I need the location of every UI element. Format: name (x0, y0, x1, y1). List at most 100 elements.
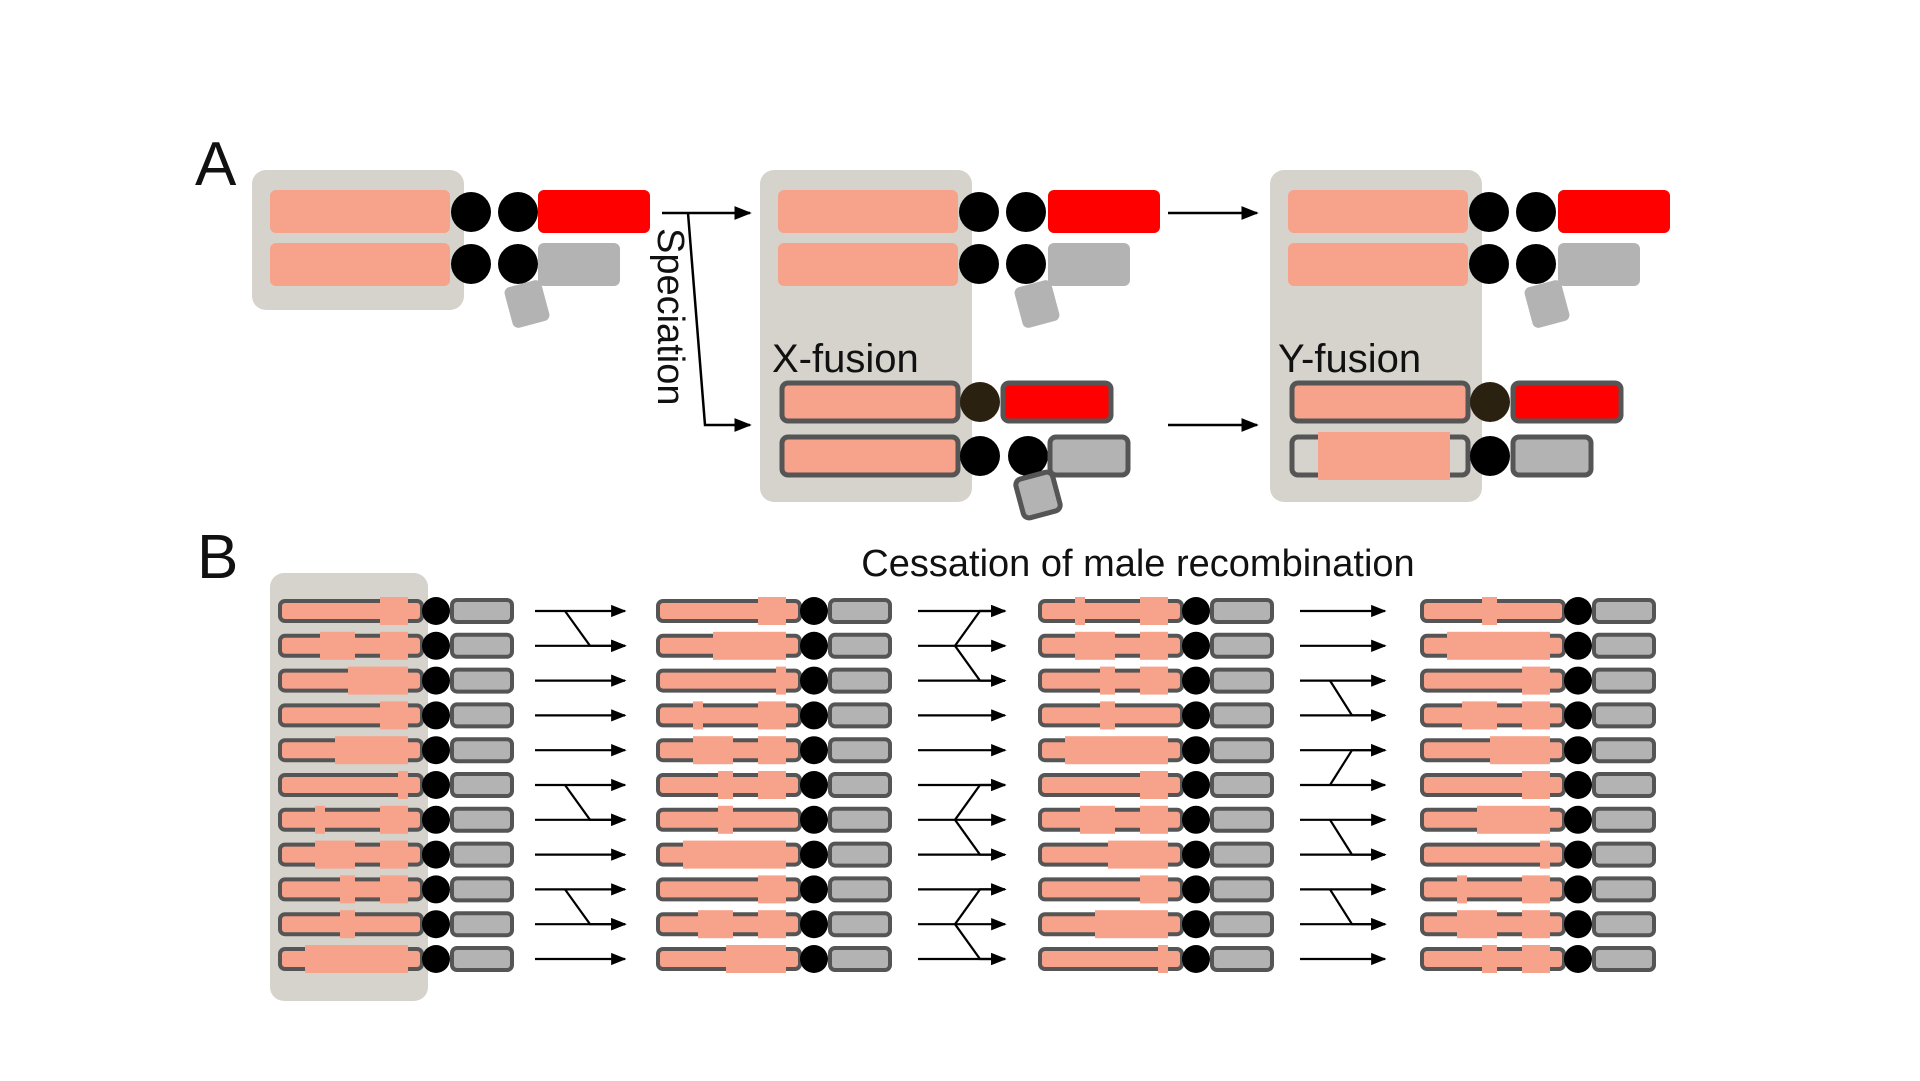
speciation-arrows: Speciation (649, 206, 752, 432)
fused-centromere (1470, 436, 1510, 476)
centromere (1182, 945, 1210, 973)
centromere (800, 597, 828, 625)
y-chromosome (1210, 702, 1274, 729)
centromere (451, 192, 491, 232)
autosome-segment (1477, 805, 1550, 834)
y-chromosome (1592, 667, 1656, 694)
panel-b-label: B (197, 523, 238, 592)
y-chromosome (1210, 946, 1274, 972)
fused-centromere (960, 382, 1000, 422)
arrow (686, 212, 752, 432)
lineage-arrows (535, 604, 1387, 966)
y-chromosome (1592, 806, 1656, 833)
x-chromosome (1000, 380, 1114, 424)
y-chromosome (1592, 772, 1656, 798)
branch-arrow (954, 923, 1007, 966)
autosome (778, 243, 958, 286)
y-chromosome (450, 946, 514, 972)
autosome-segment (698, 910, 733, 939)
autosome-segment (315, 805, 325, 834)
y-chromosome (1592, 911, 1656, 938)
centromere (800, 840, 828, 869)
centromere (1182, 840, 1210, 869)
autosome-segment (1522, 875, 1550, 904)
branch-arrow (954, 604, 1007, 647)
autosome-segment (1140, 631, 1168, 660)
y-chromosome (1592, 946, 1656, 972)
autosome-segment (1140, 666, 1168, 695)
y-chromosome (1210, 772, 1274, 798)
ancestral-karyotype (252, 170, 650, 328)
autosome-segment (335, 736, 408, 765)
branch-arrow (1329, 888, 1387, 931)
autosome-segment (305, 945, 408, 973)
autosome-segment (1075, 631, 1115, 660)
y-chromosome (1524, 280, 1570, 328)
y-chromosome (828, 946, 892, 972)
autosome-segment (340, 910, 355, 939)
centromere (1469, 192, 1509, 232)
autosome-segment (1140, 875, 1168, 904)
branch-arrow (1329, 680, 1387, 722)
y-chromosome (1592, 702, 1656, 729)
autosome-segment (1482, 945, 1497, 973)
autosome (1288, 243, 1468, 286)
branch-arrow (564, 610, 627, 652)
autosome-segment (1522, 771, 1550, 799)
centromere (1564, 771, 1592, 799)
y-fusion-label: Y-fusion (1278, 337, 1421, 381)
autosome-segment (718, 805, 733, 834)
autosome (270, 190, 450, 233)
x-fusion-karyotype: X-fusion (760, 170, 1160, 521)
autosome-segment (1318, 432, 1450, 480)
y-chromosome (538, 243, 620, 286)
autosome-segment (758, 875, 786, 904)
autosome (1288, 190, 1468, 233)
centromere (1564, 701, 1592, 730)
centromere (1564, 631, 1592, 660)
centromere (422, 597, 450, 625)
autosome-segment (1095, 910, 1168, 939)
branch-arrow (1329, 744, 1387, 786)
centromere (1182, 736, 1210, 765)
y-chromosome (1210, 737, 1274, 764)
panel-a: A Speciation (195, 130, 1670, 521)
y-chromosome (450, 876, 514, 903)
centromere (960, 436, 1000, 476)
centromere (1564, 875, 1592, 904)
autosome-segment (1482, 597, 1497, 625)
centromere (422, 631, 450, 660)
autosome-segment (1457, 910, 1497, 939)
y-chromosome (1510, 434, 1594, 478)
centromere (422, 945, 450, 973)
y-chromosome (1592, 841, 1656, 868)
y-chromosome (1592, 598, 1656, 624)
autosome-segment (1140, 805, 1168, 834)
x-chromosome (1510, 380, 1624, 424)
y-chromosome (450, 806, 514, 833)
autosome-segment (1100, 666, 1115, 695)
centromere (422, 840, 450, 869)
panel-b-title: Cessation of male recombination (861, 543, 1414, 585)
autosome (779, 434, 961, 478)
centromere (1564, 910, 1592, 939)
autosome-segment (1462, 701, 1497, 730)
y-chromosome (1210, 806, 1274, 833)
autosome-segment (1158, 945, 1168, 973)
autosome-segment (1522, 945, 1550, 973)
autosome-segment (1522, 910, 1550, 939)
autosome-segment (683, 840, 786, 869)
autosome (270, 243, 450, 286)
y-chromosome (1210, 911, 1274, 938)
autosome-segment (776, 666, 786, 695)
y-chromosome (1014, 280, 1060, 328)
x-chromosome (538, 190, 650, 233)
autosome (778, 190, 958, 233)
autosome-segment (1522, 701, 1550, 730)
centromere (800, 875, 828, 904)
branch-arrow (564, 784, 627, 826)
branch-arrow (564, 888, 627, 931)
autosome-segment (718, 771, 733, 799)
panel-b: B Cessation of male recombination (197, 523, 1656, 1001)
y-chromosome (1592, 737, 1656, 764)
